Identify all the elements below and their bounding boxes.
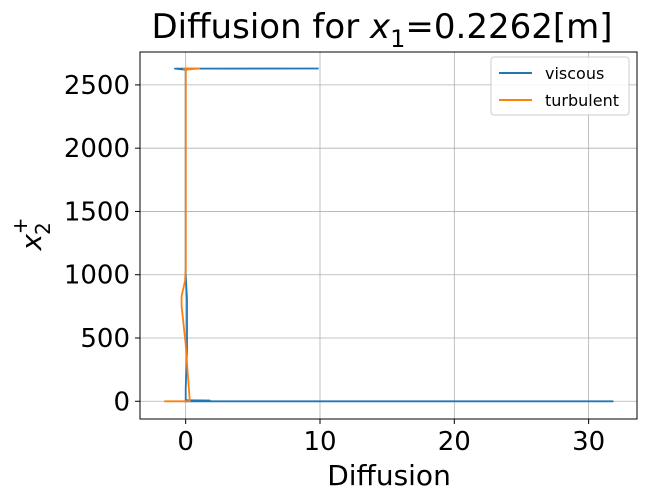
y-label-sub: 2 [31, 222, 55, 235]
axis-ticks: 0 10 20 30 0 500 1000 1500 2000 2500 [64, 71, 605, 457]
y-label-var: x [15, 234, 48, 252]
x-tick-label: 20 [438, 427, 471, 457]
y-axis-label: x2+ [8, 217, 55, 251]
legend-label-viscous: viscous [545, 64, 604, 83]
legend-label-turbulent: turbulent [545, 91, 619, 110]
x-tick-label: 30 [572, 427, 605, 457]
series-line-viscous [174, 67, 614, 403]
x-tick-label: 0 [177, 427, 194, 457]
title-sub: 1 [390, 25, 405, 53]
chart-title: Diffusion for x1=0.2262[m] [152, 7, 613, 53]
legend: viscous turbulent [490, 56, 630, 116]
y-tick-label: 0 [113, 387, 130, 417]
y-tick-label: 2000 [64, 134, 130, 164]
plot-area [164, 67, 614, 403]
x-axis-label: Diffusion [327, 459, 451, 492]
series-line-turbulent [164, 67, 200, 403]
y-tick-label: 2500 [64, 71, 130, 101]
plot-frame [139, 51, 638, 420]
y-tick-label: 1500 [64, 197, 130, 227]
y-tick-label: 1000 [64, 261, 130, 291]
title-suffix: =0.2262[m] [405, 7, 612, 47]
title-var: x [369, 7, 391, 47]
x-tick-label: 10 [303, 427, 336, 457]
title-prefix: Diffusion for [152, 7, 370, 47]
y-label-sup: + [8, 217, 32, 234]
y-tick-label: 500 [80, 324, 130, 354]
